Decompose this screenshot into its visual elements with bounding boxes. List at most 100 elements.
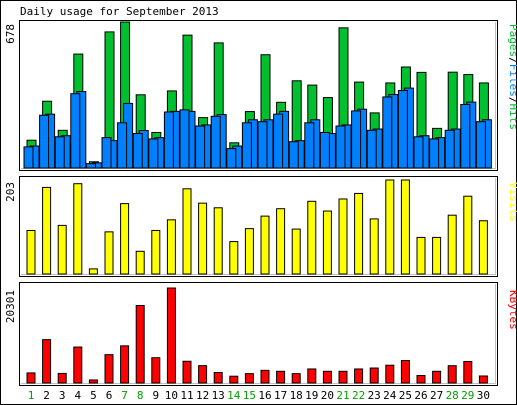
day-label: 28 xyxy=(446,389,459,402)
kbytes-bar xyxy=(42,339,52,384)
pages-bar xyxy=(70,93,81,169)
pages-bar xyxy=(257,121,268,169)
hits-files-pages-legend-segment: / xyxy=(507,97,517,104)
visits-bar xyxy=(88,268,98,275)
pages-bar xyxy=(23,146,34,169)
day-label: 27 xyxy=(430,389,443,402)
kbytes-bar xyxy=(260,369,270,384)
day-label: 3 xyxy=(59,389,66,402)
pages-bar xyxy=(179,109,190,169)
day-label: 1 xyxy=(28,389,35,402)
day-label: 6 xyxy=(106,389,113,402)
hits-files-pages-legend-segment: Pages xyxy=(507,24,517,57)
visits-bar xyxy=(135,250,145,275)
kbytes-frame xyxy=(19,282,498,386)
visits-legend: Visits xyxy=(507,182,517,222)
visits-bar xyxy=(478,220,488,275)
kbytes-bar xyxy=(400,360,410,384)
day-label: 7 xyxy=(121,389,128,402)
pages-bar xyxy=(39,114,50,169)
kbytes-bar xyxy=(291,373,301,384)
visits-bar xyxy=(291,228,301,275)
visits-bar xyxy=(198,202,208,275)
pages-bar xyxy=(382,96,393,169)
visits-bar xyxy=(42,186,52,275)
pages-bar xyxy=(273,113,284,169)
kbytes-bar xyxy=(478,375,488,384)
visits-bar xyxy=(369,218,379,275)
day-label: 29 xyxy=(461,389,474,402)
day-label: 9 xyxy=(152,389,159,402)
day-label: 16 xyxy=(258,389,271,402)
kbytes-bar xyxy=(182,360,192,384)
pages-bar xyxy=(429,138,440,169)
kbytes-bar xyxy=(463,360,473,384)
visits-bar xyxy=(213,207,223,275)
pages-bar xyxy=(397,89,408,169)
visits-bar xyxy=(104,231,114,275)
pages-bar xyxy=(241,122,252,169)
visits-bar xyxy=(276,208,286,275)
pages-bar xyxy=(444,129,455,169)
day-label: 22 xyxy=(352,389,365,402)
kbytes-bar xyxy=(88,379,98,384)
visits-bar xyxy=(73,183,83,275)
chart-title: Daily usage for September 2013 xyxy=(20,5,219,18)
pages-bar xyxy=(226,148,237,169)
hits-files-pages-legend-segment: Hits xyxy=(507,104,517,131)
pages-bar xyxy=(54,136,65,169)
day-label: 14 xyxy=(227,389,241,402)
day-label: 26 xyxy=(414,389,427,402)
visits-panel: 203 Visits xyxy=(4,176,517,277)
kbytes-bar xyxy=(229,375,239,384)
visits-bar xyxy=(151,229,161,275)
kbytes-max-label: 20301 xyxy=(4,290,17,323)
kbytes-bar xyxy=(151,357,161,384)
visits-bar xyxy=(338,198,348,275)
kbytes-bar xyxy=(447,365,457,384)
kbytes-bar xyxy=(416,375,426,384)
visits-bar xyxy=(182,188,192,275)
day-label: 12 xyxy=(196,389,209,402)
pages-bar xyxy=(335,125,346,169)
kbytes-bar xyxy=(198,365,208,384)
kbytes-bar xyxy=(354,368,364,384)
day-label: 23 xyxy=(368,389,381,402)
day-label: 21 xyxy=(336,389,349,402)
hits-files-pages-legend: Pages/Files/Hits xyxy=(507,24,517,130)
kbytes-bar xyxy=(307,368,317,384)
visits-bar xyxy=(416,236,426,275)
visits-max-label: 203 xyxy=(4,182,17,202)
kbytes-bar xyxy=(338,370,348,384)
kbytes-bar xyxy=(432,370,442,384)
visits-bar xyxy=(57,224,67,275)
pages-bar xyxy=(117,122,128,169)
day-label: 4 xyxy=(74,389,81,402)
visits-bar xyxy=(120,203,130,275)
day-label: 8 xyxy=(137,389,144,402)
pages-bar xyxy=(413,136,424,169)
pages-bar xyxy=(351,110,362,169)
kbytes-bar xyxy=(73,346,83,384)
kbytes-bar xyxy=(26,372,36,384)
kbytes-bar xyxy=(385,364,395,384)
kbytes-bar xyxy=(57,372,67,384)
kbytes-panel: 20301 KBytes xyxy=(4,282,517,386)
visits-bar xyxy=(229,241,239,275)
day-label: 13 xyxy=(212,389,225,402)
pages-bar xyxy=(85,163,96,169)
visits-bar xyxy=(26,229,36,275)
day-label: 18 xyxy=(290,389,303,402)
day-label: 24 xyxy=(383,389,397,402)
day-label: 30 xyxy=(477,389,490,402)
hits-files-pages-max-label: 678 xyxy=(4,24,17,44)
visits-bar xyxy=(322,210,332,275)
pages-bar xyxy=(475,121,486,169)
pages-bar xyxy=(288,141,299,169)
kbytes-bar xyxy=(104,354,114,384)
day-label: 19 xyxy=(305,389,318,402)
pages-bar xyxy=(132,133,143,169)
pages-bar xyxy=(304,122,315,169)
